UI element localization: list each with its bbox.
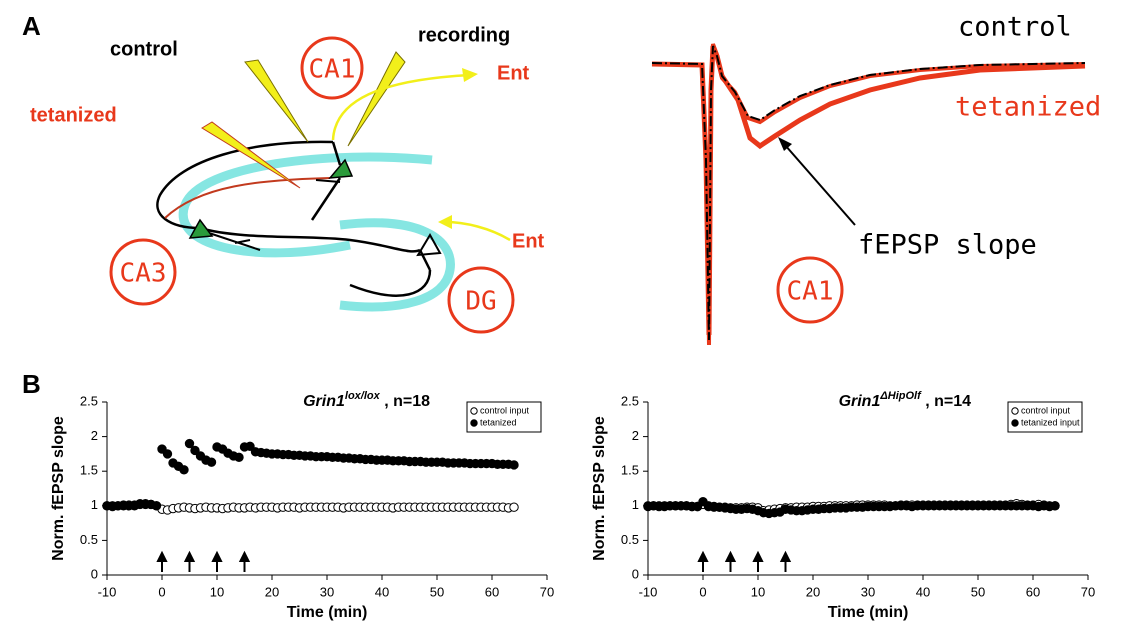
x-tick-label: -10	[98, 584, 117, 599]
y-tick-label: 0.5	[80, 532, 98, 547]
hippocampus-diagram	[109, 36, 515, 334]
y-tick-label: 1	[91, 497, 98, 512]
data-point	[234, 452, 244, 463]
legend-label: control input	[1021, 405, 1071, 415]
x-tick-label: 70	[540, 584, 554, 599]
tetanus-arrow	[779, 550, 792, 572]
data-point	[206, 457, 217, 467]
region-label: CA1	[787, 277, 834, 307]
legend-label: tetanized input	[1021, 417, 1080, 427]
chart-title: Grin1ΔHipOlf , n=14	[839, 390, 972, 410]
title-gene: Grin1	[303, 393, 345, 410]
title-rest: , n=14	[921, 393, 971, 410]
y-tick-label: 2	[91, 428, 98, 443]
y-tick-label: 1.5	[80, 463, 98, 478]
y-tick-label: 1.5	[621, 463, 639, 478]
legend-label: tetanized	[480, 417, 517, 427]
x-tick-label: 20	[806, 584, 820, 599]
y-tick-label: 2	[632, 428, 639, 443]
tetanus-arrow	[211, 550, 223, 572]
label: control	[110, 38, 178, 60]
y-tick-label: 2.5	[80, 393, 98, 408]
tetanus-arrow	[183, 550, 196, 572]
title-gene: Grin1	[839, 393, 881, 410]
data-point	[1050, 501, 1060, 511]
legend-marker	[470, 407, 478, 415]
label: recording	[418, 24, 510, 46]
panel-label: B	[22, 369, 41, 399]
x-tick-label: 0	[699, 584, 706, 599]
trace-label: fEPSP slope	[858, 230, 1037, 261]
tetanus-arrow	[724, 550, 737, 572]
region-label: CA3	[120, 259, 167, 289]
x-axis-label: Time (min)	[287, 604, 368, 621]
x-tick-label: 30	[320, 584, 334, 599]
data-point	[509, 502, 519, 512]
legend-box	[466, 401, 542, 433]
x-tick-label: -10	[639, 584, 658, 599]
x-tick-label: 0	[158, 584, 165, 599]
traces	[651, 43, 1086, 346]
x-tick-label: 60	[485, 584, 499, 599]
region-label: DG	[465, 287, 496, 317]
y-tick-label: 0	[632, 566, 639, 581]
legend-marker	[470, 419, 478, 427]
legend-label: control input	[480, 405, 530, 415]
trace-label: control	[958, 12, 1072, 43]
x-tick-label: 60	[1026, 584, 1040, 599]
data-point	[179, 465, 189, 475]
label: Ent	[512, 230, 545, 252]
x-tick-label: 10	[751, 584, 765, 599]
region-label: CA1	[309, 55, 356, 85]
data-point	[162, 449, 173, 459]
y-axis-label: Norm. fEPSP slope	[591, 416, 608, 561]
x-tick-label: 10	[210, 584, 224, 599]
x-tick-label: 40	[916, 584, 930, 599]
legend-box	[1007, 401, 1083, 433]
x-tick-label: 70	[1081, 584, 1095, 599]
tetanus-arrow	[697, 550, 709, 572]
data-point	[509, 460, 519, 470]
trace-label: tetanized	[955, 92, 1101, 123]
x-axis-label: Time (min)	[828, 604, 909, 621]
y-tick-label: 0	[91, 566, 98, 581]
data-point	[190, 445, 200, 456]
tetanus-arrow	[752, 550, 764, 572]
label: tetanized	[30, 104, 117, 126]
panel-label: A	[22, 11, 41, 41]
y-tick-label: 0.5	[621, 532, 639, 547]
data-point	[184, 438, 195, 449]
x-tick-label: 20	[265, 584, 279, 599]
tetanus-arrow	[238, 550, 251, 572]
legend-marker	[1011, 419, 1019, 427]
chart-title: Grin1lox/lox , n=18	[303, 390, 430, 410]
data-point	[245, 441, 255, 451]
y-axis-label: Norm. fEPSP slope	[50, 416, 67, 561]
title-superscript: ΔHipOlf	[879, 390, 922, 402]
x-tick-label: 50	[430, 584, 444, 599]
data-point	[151, 501, 162, 511]
y-tick-label: 2.5	[621, 393, 639, 408]
x-tick-label: 50	[971, 584, 985, 599]
x-tick-label: 40	[375, 584, 389, 599]
y-tick-label: 1	[632, 497, 639, 512]
legend-marker	[1011, 407, 1019, 415]
label: Ent	[497, 62, 530, 84]
tetanus-arrow	[156, 550, 168, 572]
title-superscript: lox/lox	[345, 390, 381, 402]
title-rest: , n=18	[380, 393, 430, 410]
x-tick-label: 30	[861, 584, 875, 599]
